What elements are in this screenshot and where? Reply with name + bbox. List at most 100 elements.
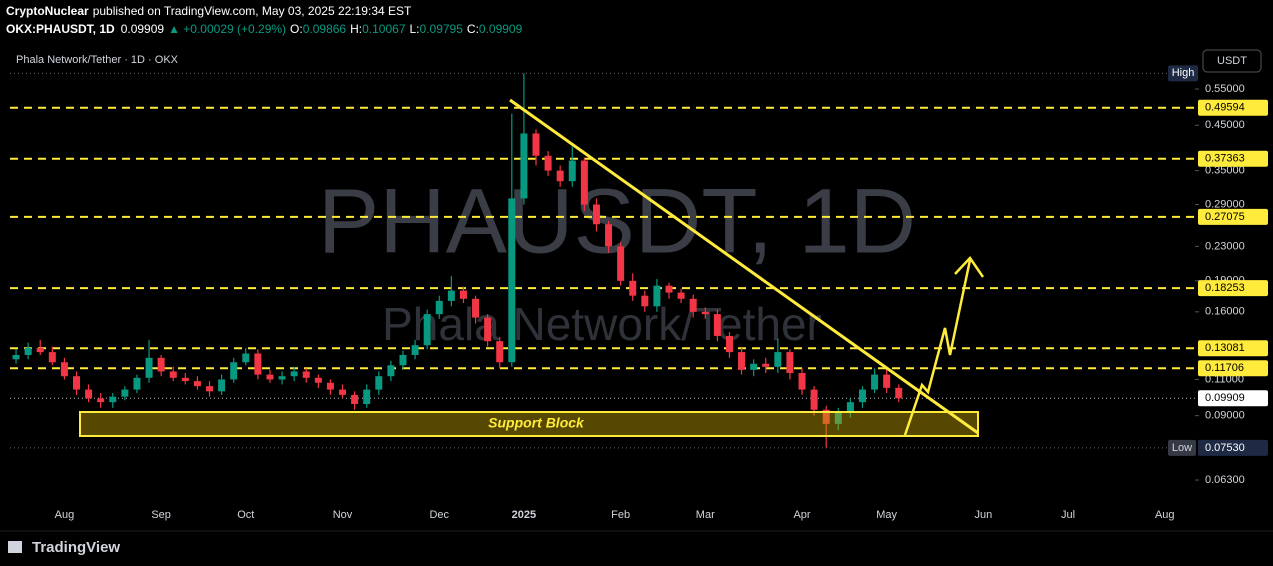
low-value-box xyxy=(1198,439,1268,456)
candle-body xyxy=(24,347,32,355)
candle-body xyxy=(230,362,238,380)
symbol: OKX:PHAUSDT, 1D xyxy=(6,22,115,36)
candle-body xyxy=(351,394,359,405)
candle-body xyxy=(302,371,310,378)
candle-body xyxy=(738,352,746,370)
change: ▲ +0.00029 (+0.29%) xyxy=(168,22,286,36)
y-tick-label: 0.16000 xyxy=(1205,306,1245,318)
candle-body xyxy=(725,335,733,353)
candle-body xyxy=(822,409,830,424)
ohlc-key: O: xyxy=(290,22,303,36)
symbol-line: OKX:PHAUSDT, 1D 0.09909 ▲ +0.00029 (+0.29%… xyxy=(6,22,523,36)
level-tag-label: 0.18253 xyxy=(1205,282,1245,294)
candle-body xyxy=(459,290,467,299)
candle-body xyxy=(85,389,93,399)
y-tick-label: 0.35000 xyxy=(1205,164,1245,176)
candle-body xyxy=(60,362,68,377)
x-tick-label: Jul xyxy=(1061,509,1075,521)
candle-body xyxy=(266,374,274,380)
candle-body xyxy=(689,298,697,312)
candle-body xyxy=(339,389,347,395)
ohlc-key: L: xyxy=(410,22,420,36)
candle-body xyxy=(883,374,891,388)
support-label: Support Block xyxy=(488,415,585,431)
published: published on TradingView.com, May 03, 20… xyxy=(93,4,412,18)
candle-body xyxy=(629,280,637,296)
level-tag-label: 0.13081 xyxy=(1205,342,1245,354)
candle-body xyxy=(411,345,419,355)
x-tick-label: Jun xyxy=(975,509,993,521)
candle-body xyxy=(798,373,806,390)
x-tick-label: 2025 xyxy=(512,509,536,521)
x-tick-label: May xyxy=(876,509,897,521)
y-tick-label: 0.11000 xyxy=(1205,373,1244,385)
candle-body xyxy=(786,352,794,374)
candle-body xyxy=(435,300,443,315)
projection-arrow xyxy=(903,259,972,436)
candle-body xyxy=(677,292,685,299)
low-tag: Low xyxy=(1172,442,1192,454)
candle-body xyxy=(858,389,866,403)
last-price-tag xyxy=(1198,390,1268,407)
ohlc-value: 0.09795 xyxy=(420,22,464,36)
candle-body xyxy=(363,389,371,405)
candle-body xyxy=(653,285,661,307)
candle-body xyxy=(532,133,540,156)
candle-body xyxy=(326,382,334,390)
low-value: 0.07530 xyxy=(1205,442,1245,454)
brand: TradingView xyxy=(32,539,120,556)
candle-body xyxy=(254,353,262,375)
candle-body xyxy=(592,204,600,225)
candle-body xyxy=(48,352,56,363)
candle-body xyxy=(399,354,407,366)
candle-body xyxy=(484,317,492,342)
candle-body xyxy=(544,155,552,171)
logo xyxy=(8,541,22,553)
level-tag xyxy=(1198,280,1268,297)
candle-body xyxy=(290,371,298,377)
x-tick-label: Oct xyxy=(237,509,254,521)
level-tag-label: 0.37363 xyxy=(1205,153,1245,165)
y-tick-label: 0.29000 xyxy=(1205,198,1245,210)
currency-button[interactable] xyxy=(1202,49,1262,73)
publish-line: CryptoNuclear published on TradingView.co… xyxy=(6,4,412,18)
x-tick-label: Aug xyxy=(1155,509,1175,521)
price: 0.09909 xyxy=(121,22,165,36)
candle-body xyxy=(713,314,721,336)
candle-body xyxy=(580,160,588,205)
x-tick-label: Aug xyxy=(55,509,75,521)
last-price-label: 0.09909 xyxy=(1205,392,1245,404)
candle-body xyxy=(218,379,226,392)
candle-body xyxy=(895,387,903,399)
candle-body xyxy=(701,311,709,315)
level-tag xyxy=(1198,208,1268,225)
candle-body xyxy=(750,363,758,370)
watermark-sub: Phala Network/Tether xyxy=(382,298,822,350)
candle-body xyxy=(375,376,383,390)
high-tag: High xyxy=(1172,67,1195,79)
candle-body xyxy=(871,374,879,390)
ohlc-value: 0.10067 xyxy=(362,22,406,36)
candle-body xyxy=(834,411,842,424)
candle-body xyxy=(109,396,117,403)
currency[interactable]: USDT xyxy=(1217,55,1247,67)
candle-body xyxy=(568,160,576,182)
candle-body xyxy=(810,389,818,410)
x-tick-label: Feb xyxy=(611,509,630,521)
candle-body xyxy=(314,377,322,383)
candle-body xyxy=(762,363,770,367)
candle-body xyxy=(206,386,214,392)
candle-body xyxy=(121,389,129,397)
ohlc-key: H: xyxy=(350,22,362,36)
ohlc-key: C: xyxy=(467,22,479,36)
candle-body xyxy=(665,285,673,293)
candle-body xyxy=(447,290,455,301)
y-tick-label: 0.09000 xyxy=(1205,410,1245,422)
level-tag xyxy=(1198,340,1268,357)
level-tag-label: 0.11706 xyxy=(1205,362,1244,374)
author: CryptoNuclear xyxy=(6,4,89,18)
ohlc-value: 0.09866 xyxy=(303,22,347,36)
candle-body xyxy=(133,377,141,390)
x-tick-label: Sep xyxy=(151,509,171,521)
